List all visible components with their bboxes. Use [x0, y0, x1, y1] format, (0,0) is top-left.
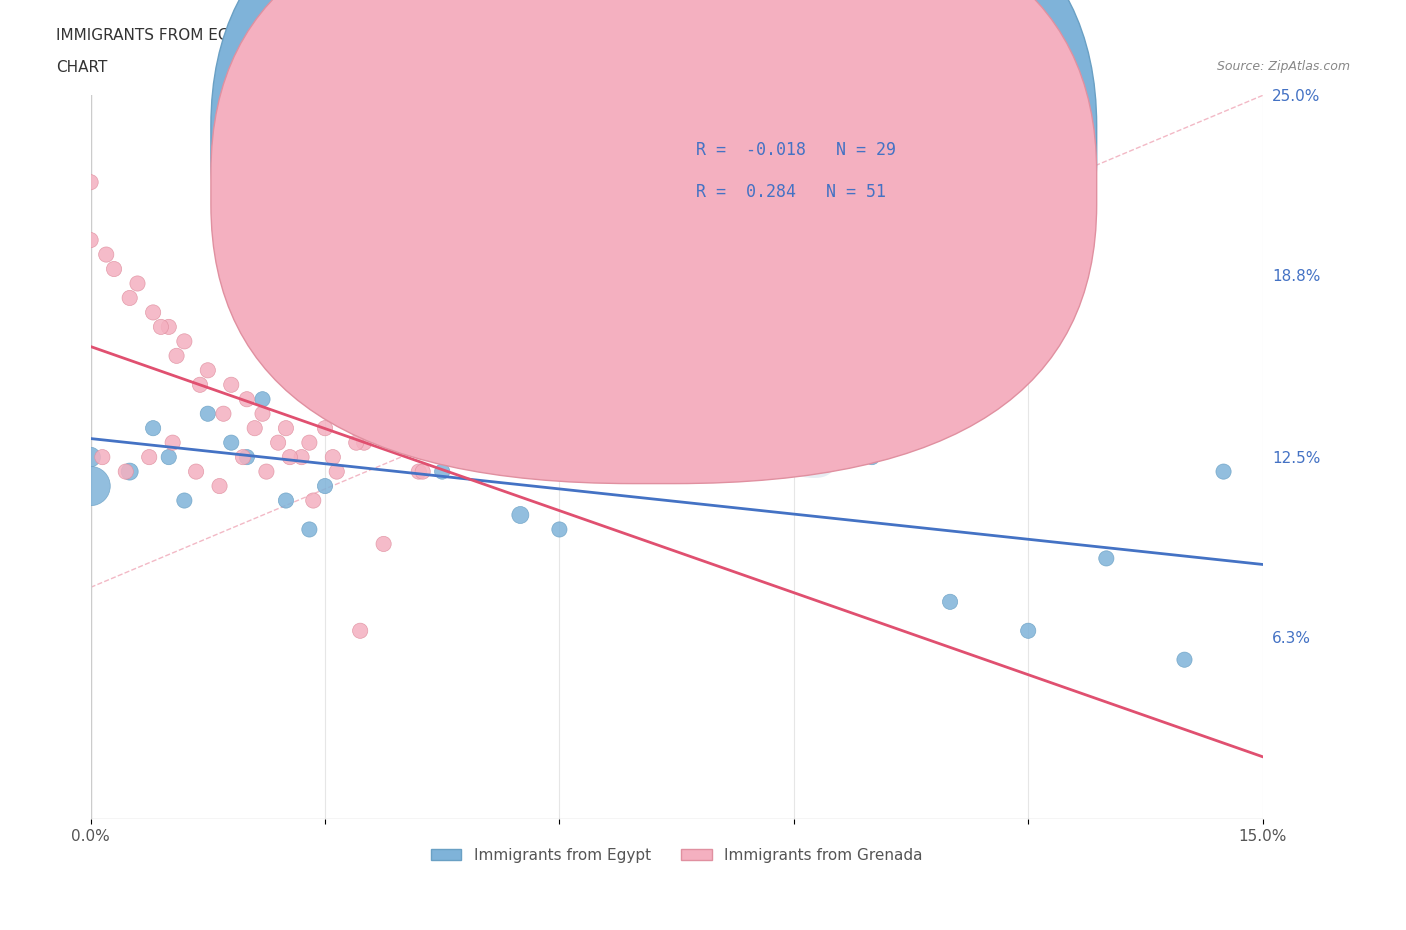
Point — [91, 450, 114, 465]
Point — [353, 435, 375, 450]
Point — [302, 493, 325, 508]
Point — [860, 450, 883, 465]
Point — [79, 232, 101, 247]
Point — [344, 435, 367, 450]
Point — [166, 349, 188, 364]
Point — [254, 464, 277, 479]
Point — [162, 435, 184, 450]
Point — [509, 508, 531, 523]
Point — [157, 320, 180, 335]
Point — [219, 378, 242, 392]
Point — [236, 450, 259, 465]
Point — [208, 479, 231, 494]
Point — [368, 420, 391, 435]
Point — [665, 450, 688, 465]
Point — [432, 464, 454, 479]
Point — [103, 261, 125, 276]
Point — [485, 450, 508, 465]
Point — [298, 522, 321, 537]
Point — [290, 450, 312, 465]
Point — [1212, 464, 1234, 479]
Point — [197, 406, 219, 421]
Point — [470, 435, 492, 450]
Point — [142, 420, 165, 435]
Point — [212, 406, 235, 421]
Point — [1173, 652, 1195, 667]
Point — [138, 450, 160, 465]
Legend: Immigrants from Egypt, Immigrants from Grenada: Immigrants from Egypt, Immigrants from G… — [425, 842, 928, 870]
Point — [322, 450, 344, 465]
Point — [392, 420, 415, 435]
Text: CHART: CHART — [56, 60, 108, 75]
Point — [353, 363, 375, 378]
Point — [278, 450, 301, 465]
Point — [626, 450, 648, 465]
Point — [274, 493, 297, 508]
Point — [274, 420, 297, 435]
Point — [157, 450, 180, 465]
Point — [432, 363, 454, 378]
Point — [173, 334, 195, 349]
Point — [142, 305, 165, 320]
Point — [298, 435, 321, 450]
Point — [243, 420, 266, 435]
Point — [408, 464, 430, 479]
Point — [509, 378, 531, 392]
Point — [184, 464, 207, 479]
Point — [267, 435, 290, 450]
Point — [149, 320, 172, 335]
Point — [314, 420, 336, 435]
Point — [96, 247, 118, 262]
Point — [252, 392, 274, 406]
Text: R =  0.284   N = 51: R = 0.284 N = 51 — [696, 183, 886, 201]
Point — [188, 378, 211, 392]
Point — [447, 435, 470, 450]
Point — [470, 450, 492, 465]
Point — [1017, 623, 1039, 638]
Point — [127, 276, 149, 291]
Point — [79, 450, 101, 465]
Point — [373, 537, 395, 551]
Point — [197, 363, 219, 378]
Point — [325, 464, 347, 479]
Point — [173, 493, 195, 508]
Point — [118, 464, 141, 479]
Point — [236, 392, 259, 406]
Text: ZIPatlas: ZIPatlas — [513, 422, 841, 492]
Point — [392, 420, 415, 435]
Point — [1095, 551, 1118, 565]
Text: IMMIGRANTS FROM EGYPT VS IMMIGRANTS FROM GRENADA UNEMPLOYMENT AMONG AGES 20 TO 2: IMMIGRANTS FROM EGYPT VS IMMIGRANTS FROM… — [56, 28, 1000, 43]
Point — [314, 479, 336, 494]
Point — [79, 479, 101, 494]
Text: Source: ZipAtlas.com: Source: ZipAtlas.com — [1216, 60, 1350, 73]
Point — [412, 464, 434, 479]
Point — [232, 450, 254, 465]
Point — [219, 435, 242, 450]
Point — [79, 175, 101, 190]
Point — [704, 450, 727, 465]
Text: R =  -0.018   N = 29: R = -0.018 N = 29 — [696, 141, 896, 159]
Point — [349, 623, 371, 638]
Point — [377, 392, 399, 406]
Point — [252, 406, 274, 421]
Point — [548, 450, 571, 465]
Point — [548, 522, 571, 537]
Point — [329, 406, 352, 421]
Point — [783, 450, 806, 465]
Point — [118, 290, 141, 305]
Point — [114, 464, 136, 479]
Point — [939, 594, 962, 609]
